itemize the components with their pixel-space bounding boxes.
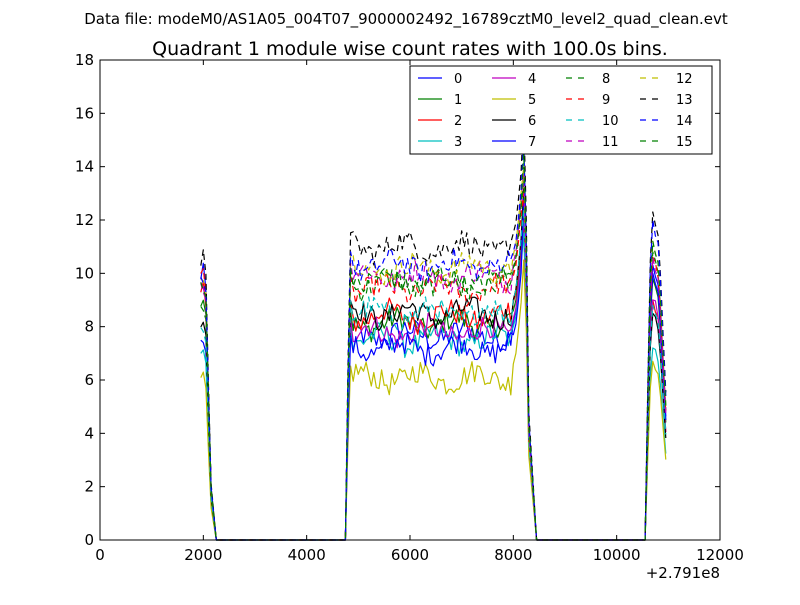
legend-label-4: 4 [528,72,536,87]
series-line-13 [200,112,667,541]
legend-label-5: 5 [528,93,536,108]
y-tick-label: 0 [84,531,94,549]
series-line-7 [200,198,667,541]
y-tick-label: 16 [75,104,94,122]
y-tick-label: 18 [75,51,94,69]
series-line-4 [200,214,667,541]
legend-label-1: 1 [454,93,462,108]
legend-label-6: 6 [528,114,536,129]
y-tick-label: 14 [75,158,94,176]
chart-title: Quadrant 1 module wise count rates with … [152,38,668,60]
x-tick-label: 10000 [593,546,641,564]
series-line-15 [200,152,667,541]
legend-box [409,65,713,155]
legend-label-2: 2 [454,114,462,129]
legend-label-10: 10 [602,114,619,129]
legend-label-12: 12 [676,72,693,87]
y-tick-label: 2 [84,478,94,496]
x-axis: 0 2000 4000 6000 8000 10000 12000 [95,60,744,564]
legend-label-0: 0 [454,72,462,87]
legend-label-13: 13 [676,93,693,108]
x-axis-offset-label: +2.791e8 [646,564,720,582]
x-tick-label: 2000 [184,546,222,564]
legend-label-3: 3 [454,135,462,150]
legend-label-7: 7 [528,135,536,150]
series-layer [200,112,667,541]
legend-label-14: 14 [676,114,693,129]
y-tick-label: 4 [84,424,94,442]
figure-suptitle: Data file: modeM0/AS1A05_004T07_90000024… [84,10,728,29]
x-tick-label: 4000 [288,546,326,564]
legend-label-11: 11 [602,135,619,150]
x-tick-label: 8000 [494,546,532,564]
legend-label-9: 9 [602,93,610,108]
series-line-14 [200,139,667,541]
series-line-10 [200,208,667,541]
y-tick-label: 10 [75,264,94,282]
legend-label-8: 8 [602,72,610,87]
series-line-5 [200,259,667,541]
x-tick-label: 6000 [391,546,429,564]
y-tick-label: 12 [75,211,94,229]
series-line-9 [200,192,667,541]
y-tick-label: 6 [84,371,94,389]
x-tick-label: 0 [95,546,105,564]
series-line-3 [200,232,667,541]
legend-label-15: 15 [676,135,693,150]
y-tick-label: 8 [84,318,94,336]
x-tick-label: 12000 [696,546,744,564]
